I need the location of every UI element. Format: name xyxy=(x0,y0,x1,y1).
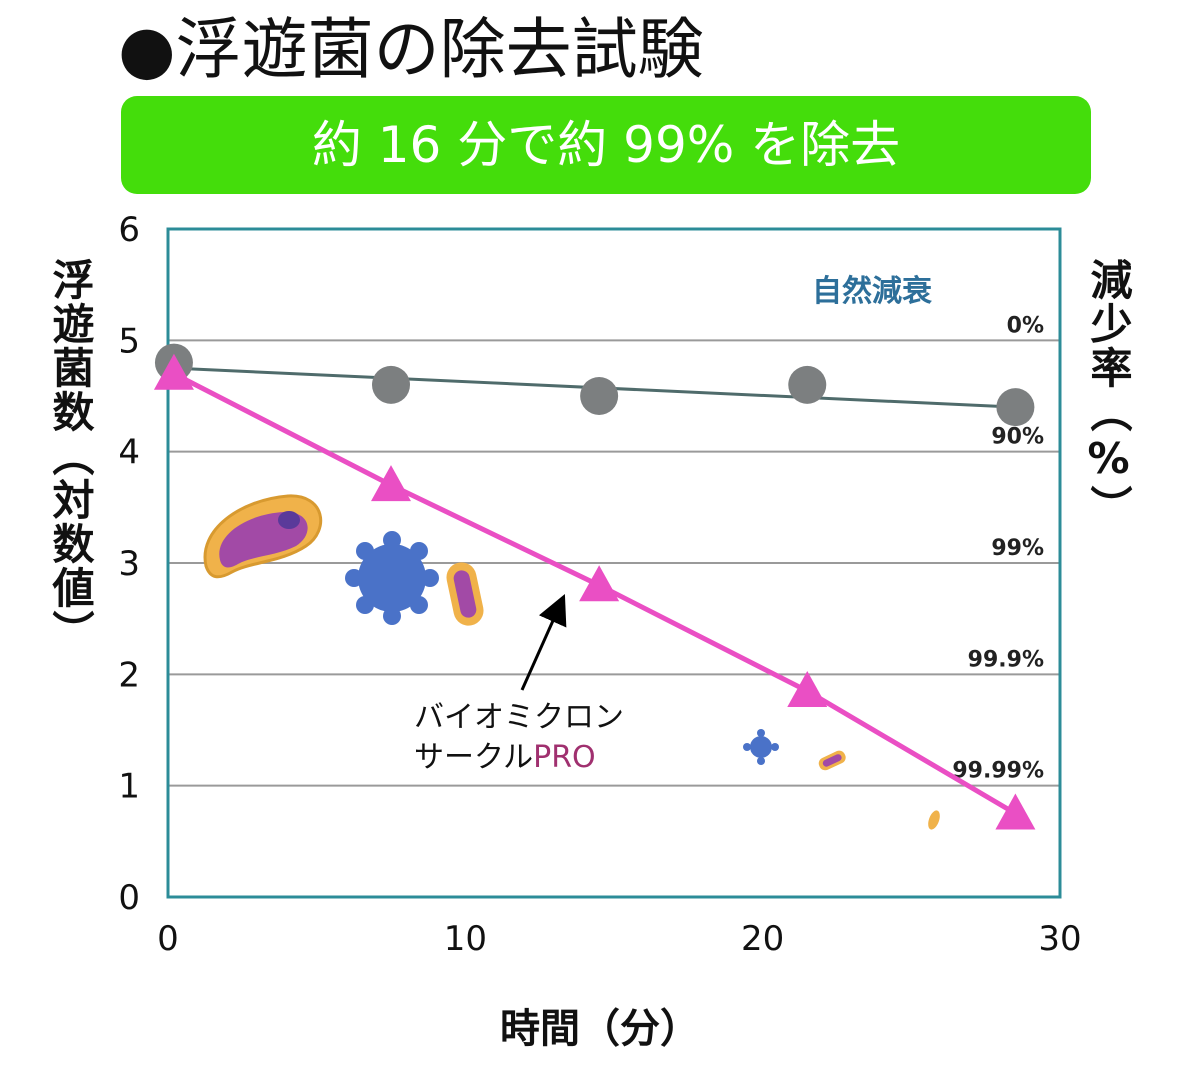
product-label-suffix: PRO xyxy=(533,740,596,775)
grid xyxy=(168,339,1060,787)
y-tick-label: 3 xyxy=(118,544,140,584)
x-axis-label: 時間（分） xyxy=(500,1006,700,1052)
x-tick-label: 0 xyxy=(157,919,179,959)
product-label-prefix: サークル xyxy=(414,740,533,775)
y-tick-label: 1 xyxy=(118,767,140,807)
right-tick-label: 0% xyxy=(1007,313,1044,338)
right-tick-label: 99.99% xyxy=(952,759,1044,784)
right-tick-label: 99% xyxy=(991,536,1044,561)
natural-point xyxy=(580,377,619,415)
plot-frame xyxy=(166,227,1062,899)
bacillus-icon xyxy=(203,494,323,579)
product-point xyxy=(787,671,828,708)
right-tick-label: 90% xyxy=(991,425,1044,450)
product-point xyxy=(579,565,620,602)
y-tick-label: 0 xyxy=(118,878,140,918)
product-point xyxy=(995,793,1036,830)
small-bacterium-icon xyxy=(818,750,846,771)
y-tick-label: 5 xyxy=(118,321,140,361)
right-ticks: 0% 90% 99% 99.9% 99.99% xyxy=(952,313,1044,783)
y-axis-label: 浮遊菌数（対数値） xyxy=(46,258,95,654)
x-ticks: 0 10 20 30 xyxy=(157,919,1081,959)
annotation-arrow xyxy=(520,594,567,691)
y-tick-label: 2 xyxy=(118,655,140,695)
x-tick-label: 10 xyxy=(444,919,487,959)
y-tick-label: 6 xyxy=(118,210,140,250)
small-virus-icon xyxy=(743,729,779,765)
natural-point xyxy=(788,365,827,404)
virus-icon xyxy=(345,531,439,625)
x-tick-label: 30 xyxy=(1038,919,1081,959)
bacterium-icon xyxy=(446,562,484,626)
series-product xyxy=(153,353,1036,830)
summary-banner: 約 16 分で約 99% を除去 xyxy=(121,96,1091,194)
page-title: ●浮遊菌の除去試験 xyxy=(118,11,704,88)
product-label-line2: サークルPRO xyxy=(414,740,596,775)
natural-decay-label: 自然減衰 xyxy=(812,274,932,309)
x-tick-label: 20 xyxy=(741,919,784,959)
natural-point xyxy=(372,365,410,404)
product-point xyxy=(153,353,194,390)
right-tick-label: 99.9% xyxy=(968,647,1044,672)
product-point xyxy=(371,465,411,502)
y2-axis-label: 減少率（%） xyxy=(1084,258,1133,529)
y-ticks: 0 1 2 3 4 5 6 xyxy=(118,210,140,918)
series-natural-decay xyxy=(154,343,1035,427)
tiny-bacterium-icon xyxy=(928,810,940,830)
natural-point xyxy=(996,388,1035,427)
y-tick-label: 4 xyxy=(118,433,140,473)
product-label-line1: バイオミクロン xyxy=(414,700,624,735)
